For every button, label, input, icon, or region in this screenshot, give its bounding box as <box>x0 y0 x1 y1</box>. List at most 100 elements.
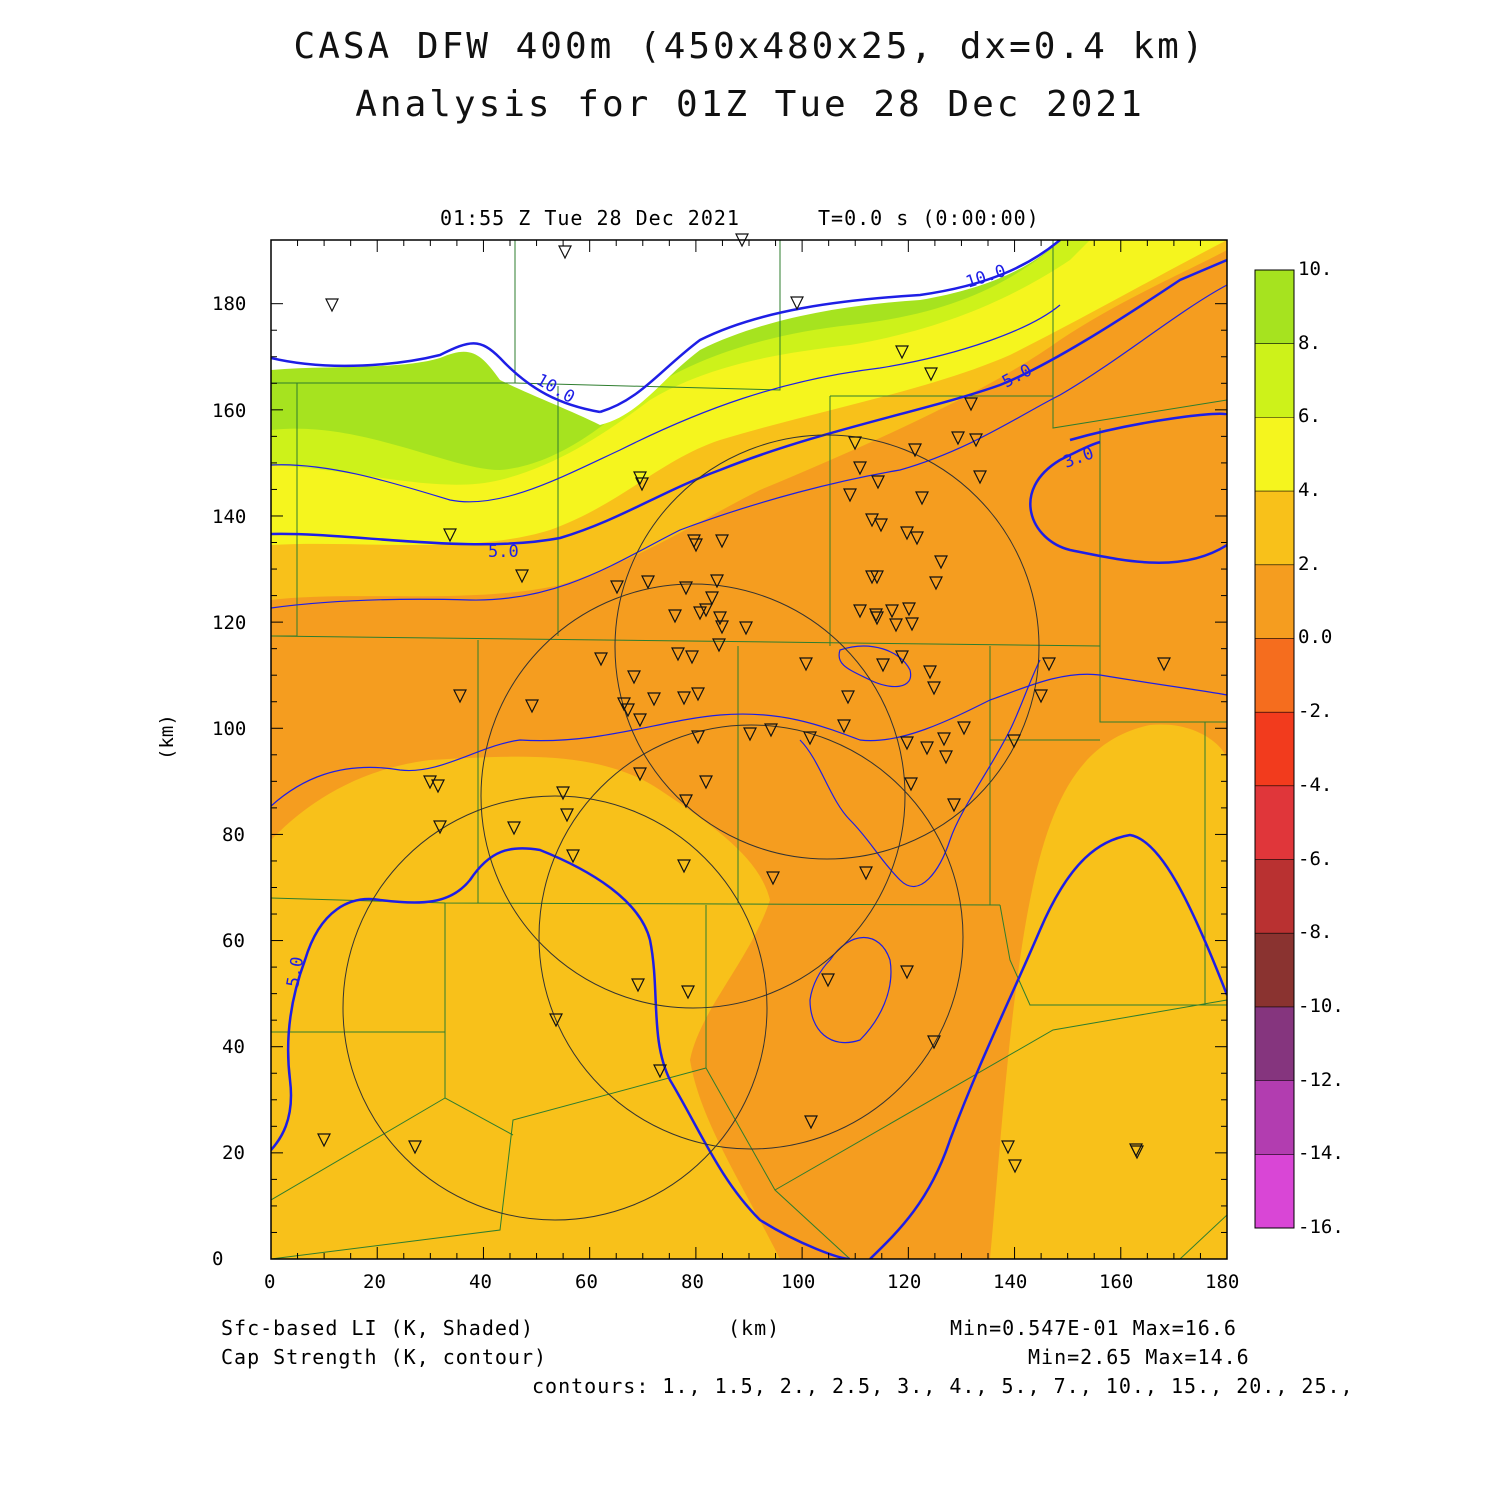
station-marker <box>929 576 943 591</box>
station-marker <box>677 691 691 706</box>
station-marker <box>937 732 951 747</box>
colorbar-frame <box>1254 269 1295 1229</box>
title-line-1: CASA DFW 400m (450x480x25, dx=0.4 km) <box>293 26 1207 67</box>
y-tick-label: 80 <box>222 824 245 846</box>
station-marker <box>699 775 713 790</box>
y-tick-label: 180 <box>212 293 247 315</box>
station-marker <box>693 606 707 621</box>
station-marker <box>924 367 938 382</box>
legend-contours: contours: 1., 1.5, 2., 2.5, 3., 4., 5., … <box>532 1374 1354 1398</box>
colorbar-label: 8. <box>1298 331 1321 354</box>
colorbar-label: 2. <box>1298 552 1321 575</box>
shaded-field <box>271 240 1227 1259</box>
station-marker <box>679 581 693 596</box>
colorbar-swatch <box>1255 1006 1294 1082</box>
radar-ring-3 <box>538 724 964 1150</box>
station-marker <box>915 491 929 506</box>
station-marker <box>431 779 445 794</box>
station-marker <box>677 859 691 874</box>
colorbar-swatch <box>1255 638 1294 713</box>
colorbar-swatch <box>1255 1154 1294 1229</box>
colorbar-label: 10. <box>1298 258 1333 280</box>
legend-shaded: Sfc-based LI (K, Shaded) <box>221 1316 534 1340</box>
x-tick-label: 180 <box>1205 1271 1240 1293</box>
station-marker <box>549 1013 563 1028</box>
station-marker <box>927 681 941 696</box>
county-boundaries <box>271 240 1227 1259</box>
station-marker <box>859 866 873 881</box>
station-marker <box>453 689 467 704</box>
station-marker <box>951 431 965 446</box>
station-marker <box>920 741 934 756</box>
station-marker <box>843 488 857 503</box>
y-tick-label: 40 <box>222 1036 245 1058</box>
colorbar-swatch <box>1255 933 1294 1008</box>
contour-5-south <box>271 847 851 1259</box>
colorbar-label: -8. <box>1298 921 1333 944</box>
x-tick-label: 120 <box>887 1271 922 1293</box>
station-marker <box>927 1035 941 1050</box>
station-marker <box>841 690 855 705</box>
colorbar-label: -10. <box>1298 994 1344 1017</box>
station-marker <box>973 470 987 485</box>
station-marker <box>633 767 647 782</box>
station-marker <box>876 658 890 673</box>
time-step: T=0.0 s (0:00:00) <box>818 206 1040 230</box>
station-marker <box>900 965 914 980</box>
station-marker <box>408 1140 422 1155</box>
station-marker <box>1042 657 1056 672</box>
station-marker <box>560 808 574 823</box>
station-marker <box>679 794 693 809</box>
station-marker <box>743 727 757 742</box>
station-marker <box>848 436 862 451</box>
station-marker <box>870 611 884 626</box>
colorbar-label: -14. <box>1298 1142 1344 1165</box>
colorbar-swatch <box>1255 859 1294 934</box>
station-marker <box>713 611 727 626</box>
field-white-top <box>271 240 1060 425</box>
station-marker <box>871 475 885 490</box>
station-marker <box>647 692 661 707</box>
station-marker <box>904 777 918 792</box>
field-band-2-4-sw <box>271 756 780 1259</box>
radar-rings <box>342 434 1040 1221</box>
y-tick-label: 140 <box>212 506 247 528</box>
valid-time: 01:55 Z Tue 28 Dec 2021 <box>440 206 740 230</box>
station-marker <box>803 731 817 746</box>
y-tick-label: 60 <box>222 930 245 952</box>
station-marker <box>691 730 705 745</box>
colorbar-label: 0.0 <box>1298 626 1333 649</box>
radar-ring-4 <box>342 795 768 1221</box>
station-marker <box>566 849 580 864</box>
station-marker <box>317 1133 331 1148</box>
station-marker <box>710 574 724 589</box>
station-marker <box>671 647 685 662</box>
station-marker <box>699 603 713 618</box>
station-marker <box>1157 657 1171 672</box>
y-tick-label: 120 <box>212 612 247 634</box>
station-marker <box>1008 1159 1022 1174</box>
y-tick-label: 20 <box>222 1142 245 1164</box>
station-marker <box>870 570 884 585</box>
station-marker <box>902 602 916 617</box>
radar-ring-1 <box>614 434 1040 860</box>
station-marker <box>910 531 924 546</box>
radar-ring-2 <box>480 583 906 1009</box>
contour-5-southeast <box>869 833 1227 1259</box>
y-tick-label: 0 <box>212 1248 224 1270</box>
colorbar-label: -2. <box>1298 700 1333 723</box>
station-marker <box>507 821 521 836</box>
station-markers <box>317 233 1171 1174</box>
station-marker <box>705 591 719 606</box>
station-marker <box>433 820 447 835</box>
station-marker <box>610 580 624 595</box>
station-marker <box>443 528 457 543</box>
contour-10-east <box>599 240 1061 414</box>
colorbar-swatch <box>1255 343 1294 418</box>
station-marker <box>691 687 705 702</box>
x-tick-label: 140 <box>993 1271 1028 1293</box>
station-marker <box>939 750 953 765</box>
x-tick-label: 60 <box>575 1271 598 1293</box>
station-marker <box>964 397 978 412</box>
colorbar-label: -16. <box>1298 1216 1344 1238</box>
